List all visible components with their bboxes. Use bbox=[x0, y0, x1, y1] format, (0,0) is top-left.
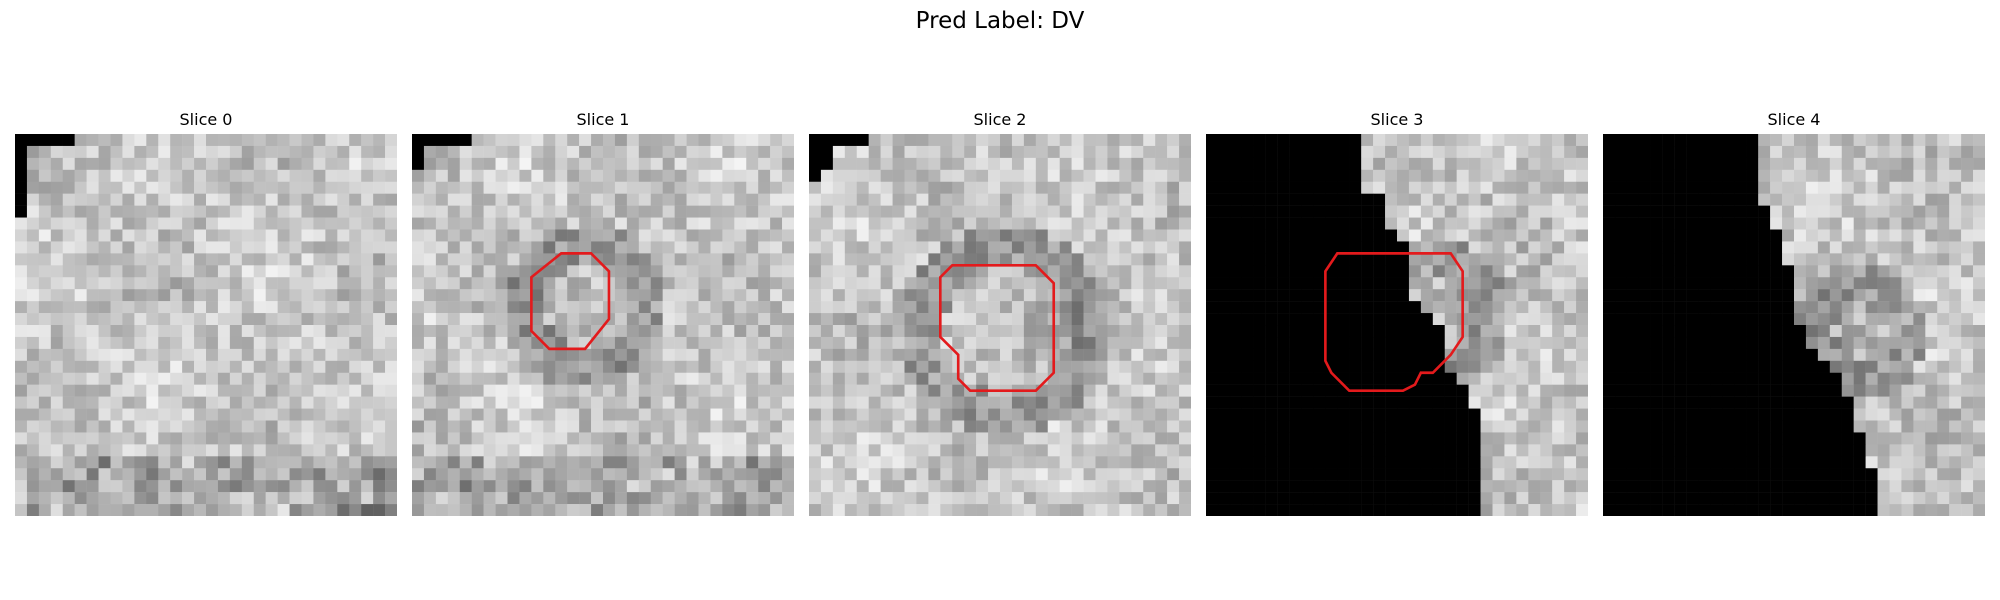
figure-title: Pred Label: DV bbox=[915, 8, 1085, 34]
slice-title-2: Slice 2 bbox=[973, 110, 1027, 129]
slice-title-1: Slice 1 bbox=[576, 110, 630, 129]
slice-image-4 bbox=[1603, 134, 1985, 516]
slice-title-3: Slice 3 bbox=[1370, 110, 1424, 129]
slice-title-0: Slice 0 bbox=[179, 110, 233, 129]
slice-panel-0: Slice 0 bbox=[15, 108, 397, 516]
slice-panel-1: Slice 1 bbox=[412, 108, 794, 516]
slice-title-4: Slice 4 bbox=[1767, 110, 1821, 129]
slice-image-0 bbox=[15, 134, 397, 516]
contour-outline-3 bbox=[1324, 252, 1464, 392]
slice-image-2 bbox=[809, 134, 1191, 516]
slice-image-1 bbox=[412, 134, 794, 516]
contour-outline-1 bbox=[530, 252, 611, 351]
slice-panel-2: Slice 2 bbox=[809, 108, 1191, 516]
contour-outline-2 bbox=[938, 263, 1056, 392]
slice-panel-4: Slice 4 bbox=[1603, 108, 1985, 516]
slice-panel-3: Slice 3 bbox=[1206, 108, 1588, 516]
slice-image-3 bbox=[1206, 134, 1588, 516]
